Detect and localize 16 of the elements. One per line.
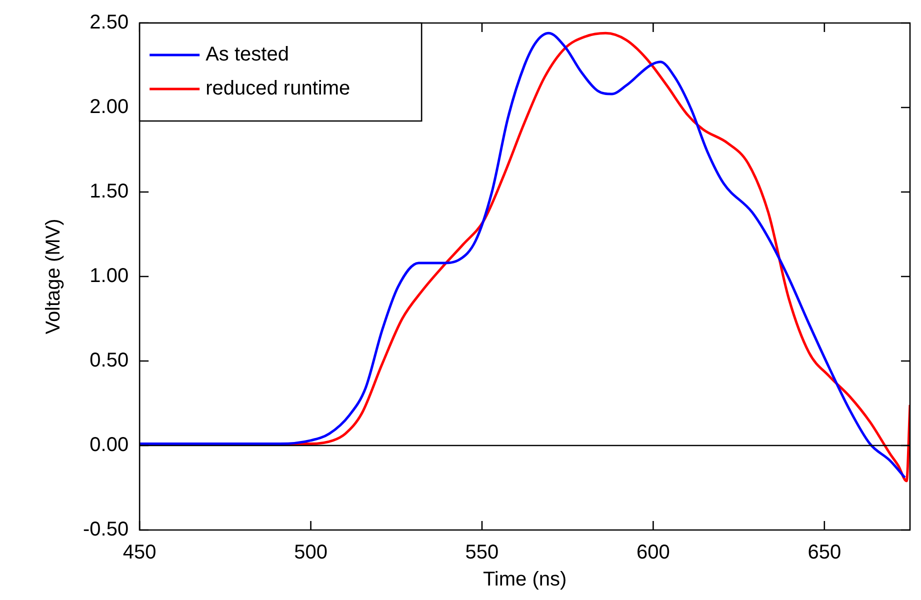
y-tick-label: 2.50 [90,12,129,34]
y-tick-label: -0.50 [82,518,129,541]
x-tick-label: 600 [636,542,670,564]
legend-label: As tested [206,44,289,66]
legend-label: reduced runtime [206,78,350,100]
x-tick-label: 550 [465,542,499,564]
x-tick-label: 500 [294,542,328,564]
y-tick-label: 0.00 [90,434,129,456]
y-tick-label: 2.00 [90,96,129,118]
x-axis-title: Time (ns) [482,568,567,591]
y-tick-label: 1.00 [90,265,129,288]
y-axis-title: Voltage (MV) [42,218,65,334]
x-tick-label: 450 [122,542,156,564]
y-tick-label: 0.50 [90,350,129,372]
x-tick-label: 650 [808,542,842,564]
y-tick-label: 1.50 [90,180,129,203]
